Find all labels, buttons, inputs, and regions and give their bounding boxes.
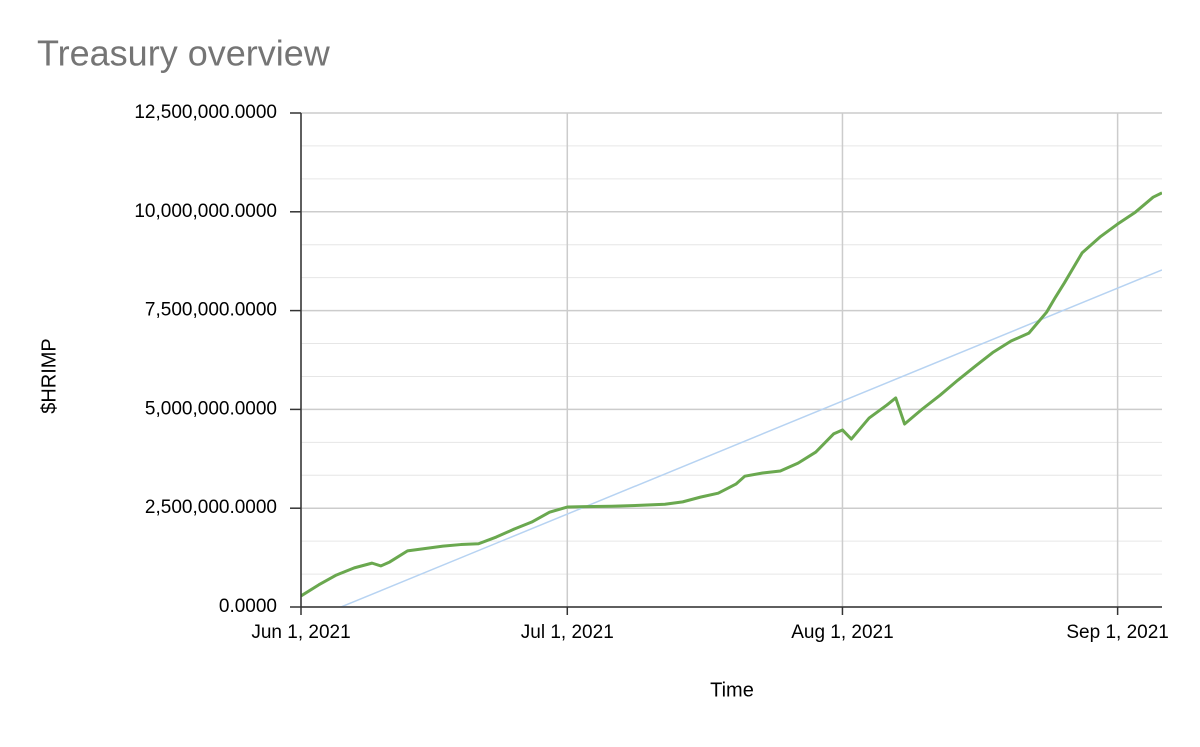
x-tick-label: Jun 1, 2021 [251, 622, 350, 643]
x-tick-label: Sep 1, 2021 [1066, 622, 1168, 643]
x-tick-label: Aug 1, 2021 [791, 622, 893, 643]
y-tick-label: 0.0000 [219, 596, 277, 617]
chart-title: Treasury overview [37, 33, 331, 74]
y-tick-label: 2,500,000.0000 [145, 497, 277, 518]
plot-area [301, 191, 1162, 607]
y-tick-label: 7,500,000.0000 [145, 300, 277, 321]
y-tick-label: 10,000,000.0000 [134, 201, 277, 222]
trend-line [338, 269, 1162, 607]
grid [300, 112, 1162, 608]
y-tick-label: 5,000,000.0000 [145, 398, 277, 419]
y-tick-label: 12,500,000.0000 [134, 102, 277, 123]
x-tick-label: Jul 1, 2021 [521, 622, 614, 643]
x-axis-label: Time [710, 679, 754, 701]
y-axis-label: $HRIMP [38, 338, 60, 414]
data-line [301, 191, 1162, 598]
